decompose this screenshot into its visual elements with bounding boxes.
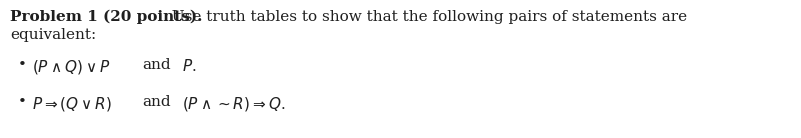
Text: $(P \wedge {\sim}R) \Rightarrow Q$.: $(P \wedge {\sim}R) \Rightarrow Q$. [182,95,286,113]
Text: and: and [142,95,171,109]
Text: •: • [18,58,27,72]
Text: Use truth tables to show that the following pairs of statements are: Use truth tables to show that the follow… [162,10,687,24]
Text: equivalent:: equivalent: [10,28,96,42]
Text: $P \Rightarrow (Q \vee R)$: $P \Rightarrow (Q \vee R)$ [32,95,112,113]
Text: and: and [142,58,171,72]
Text: Problem 1 (20 points).: Problem 1 (20 points). [10,10,203,24]
Text: $P$.: $P$. [182,58,196,74]
Text: $(P \wedge Q) \vee P$: $(P \wedge Q) \vee P$ [32,58,111,76]
Text: •: • [18,95,27,109]
